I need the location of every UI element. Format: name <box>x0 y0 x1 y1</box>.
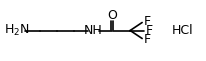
Text: $\mathregular{H_2N}$: $\mathregular{H_2N}$ <box>4 23 29 38</box>
Text: O: O <box>107 9 117 22</box>
Text: NH: NH <box>83 24 102 37</box>
Text: HCl: HCl <box>171 24 193 37</box>
Text: F: F <box>143 15 151 28</box>
Text: F: F <box>143 33 151 46</box>
Text: F: F <box>145 24 152 37</box>
